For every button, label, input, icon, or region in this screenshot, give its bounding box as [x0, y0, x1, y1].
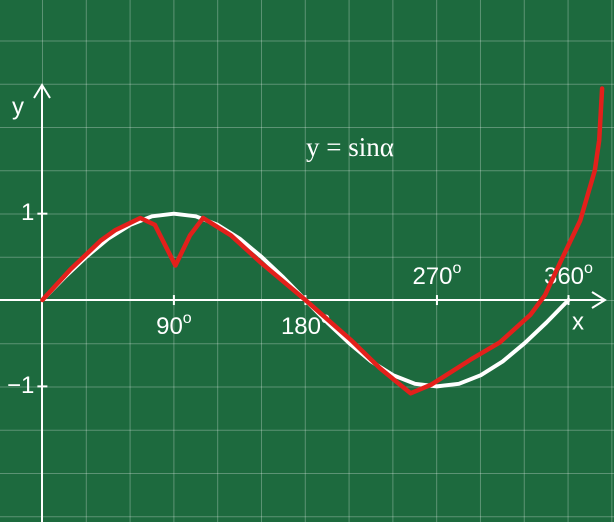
x-axis-label: x [572, 308, 584, 335]
y-tick-label: −1 [7, 372, 34, 399]
x-tick-degree: o [453, 260, 462, 277]
hand-drawn-curve [40, 86, 605, 396]
x-tick-label: 270o [412, 260, 461, 290]
chart-title: y = sinα [306, 132, 394, 162]
x-tick-value: 90 [156, 313, 183, 340]
y-tick-label: 1 [21, 199, 34, 226]
x-tick-value: 270 [412, 263, 452, 290]
x-tick-value: 180 [281, 313, 321, 340]
x-axis-arrow [591, 291, 607, 309]
y-axis-arrow [33, 83, 51, 99]
x-tick-degree: o [183, 310, 192, 327]
x-tick-label: 90o [156, 310, 192, 340]
y-axis-label: y [12, 93, 24, 120]
x-tick-degree: o [584, 260, 593, 277]
